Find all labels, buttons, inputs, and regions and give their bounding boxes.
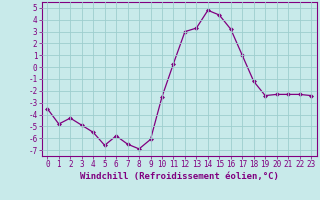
X-axis label: Windchill (Refroidissement éolien,°C): Windchill (Refroidissement éolien,°C) [80,172,279,181]
